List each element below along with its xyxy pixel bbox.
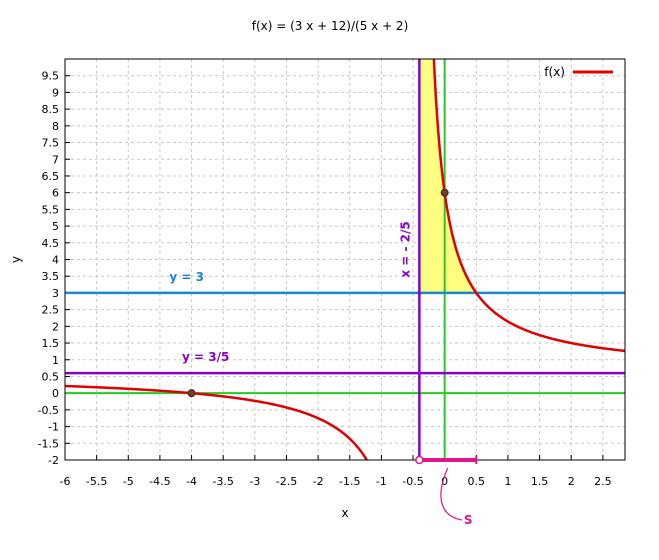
- segment-open-end: [415, 455, 424, 465]
- x-tick-label: -2.5: [276, 475, 297, 488]
- y-tick-label: 6: [52, 187, 59, 200]
- x-tick-label: -1.5: [339, 475, 360, 488]
- y-tick-label: 3: [52, 287, 59, 300]
- y-tick-label: 5: [52, 220, 59, 233]
- grid: [64, 59, 625, 461]
- y-tick-label: 8: [52, 120, 59, 133]
- y-tick-label: 1: [52, 354, 59, 367]
- y-tick-label: 8.5: [42, 103, 60, 116]
- y-tick-label: 0: [52, 387, 59, 400]
- x-axis-label: x: [341, 506, 348, 520]
- x-tick-label: -5.5: [86, 475, 107, 488]
- y-tick-label: 9.5: [42, 70, 60, 83]
- x-tick-label: 2: [568, 475, 575, 488]
- y-tick-label: 7.5: [42, 137, 60, 150]
- point-marker: [187, 389, 196, 398]
- shaded-region: [419, 59, 477, 293]
- x-tick-label: 0.5: [468, 475, 486, 488]
- asymptote-label: y = 3/5: [182, 350, 229, 364]
- point-marker: [440, 188, 449, 197]
- y-tick-label: 7: [52, 153, 59, 166]
- x-tick-label: -0.5: [402, 475, 423, 488]
- y-tick-label: -0.5: [38, 404, 59, 417]
- asymptote-label: x = - 2/5: [398, 221, 412, 277]
- segment-pointer: [440, 467, 462, 521]
- plot-frame: [64, 58, 626, 461]
- y-tick-label: 3.5: [42, 270, 60, 283]
- y-tick-label: 6.5: [42, 170, 60, 183]
- y-tick-label: 0.5: [42, 370, 60, 383]
- x-tick-label: 0: [441, 475, 448, 488]
- x-tick-label: 1: [504, 475, 511, 488]
- y-tick-label: -1.5: [38, 437, 59, 450]
- asymptote-labels: y = 3 y = 3/5 x = - 2/5: [169, 221, 412, 364]
- legend: f(x): [544, 65, 613, 79]
- chart-title: f(x) = (3 x + 12)/(5 x + 2): [252, 19, 409, 33]
- y-tick-label: -1: [48, 421, 59, 434]
- marked-points: [187, 188, 449, 398]
- x-tick-label: 2.5: [594, 475, 612, 488]
- plot-area: [65, 59, 625, 460]
- y-tick-label: 1.5: [42, 337, 60, 350]
- segment-s: S: [415, 455, 478, 527]
- tick-labels: -6 -5.5 -5 -4.5 -4 -3.5 -3 -2.5 -2 -1.5 -1 -0.5 0 0.5…: [38, 70, 612, 488]
- legend-label: f(x): [544, 65, 565, 79]
- curve-left-branch: [65, 384, 369, 460]
- y-tick-label: -2: [48, 454, 59, 467]
- asymptote-label: y = 3: [169, 270, 204, 284]
- x-tick-label: -2: [313, 475, 324, 488]
- x-tick-label: 1.5: [531, 475, 549, 488]
- segment-label: S: [464, 513, 473, 527]
- y-tick-label: 4: [52, 254, 59, 267]
- coordinate-axes: [65, 59, 625, 460]
- y-axis-label: y: [9, 256, 23, 263]
- x-tick-label: -3.5: [212, 475, 233, 488]
- x-tick-label: -6: [60, 475, 71, 488]
- x-tick-label: -4: [186, 475, 197, 488]
- y-tick-label: 4.5: [42, 237, 60, 250]
- x-tick-label: -3: [249, 475, 260, 488]
- x-tick-label: -4.5: [149, 475, 170, 488]
- x-tick-label: -1: [376, 475, 387, 488]
- y-tick-label: 5.5: [42, 203, 60, 216]
- curve-right-branch: [432, 59, 625, 353]
- y-tick-label: 9: [52, 86, 59, 99]
- y-tick-label: 2.5: [42, 304, 60, 317]
- asymptote-lines: [65, 59, 625, 460]
- x-tick-label: -5: [123, 475, 134, 488]
- y-tick-label: 2: [52, 320, 59, 333]
